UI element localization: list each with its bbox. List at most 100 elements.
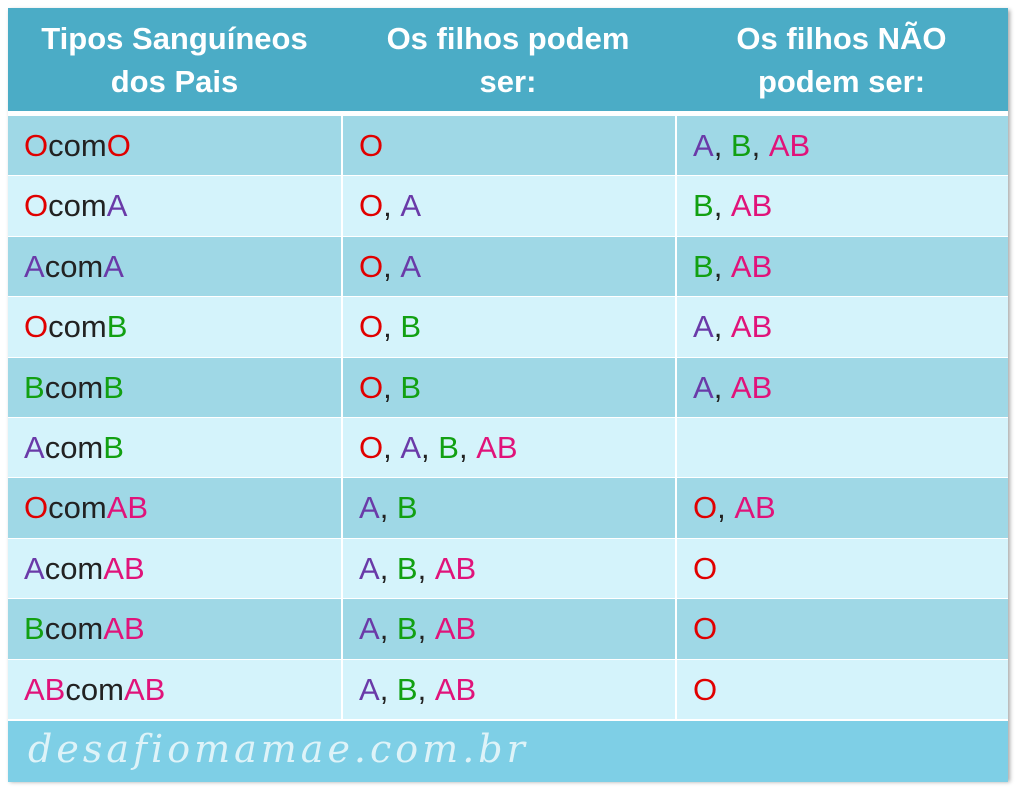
blood-type-a: A — [400, 188, 422, 224]
blood-type-ab: AB — [123, 671, 166, 707]
blood-type-ab: AB — [103, 550, 145, 586]
cell-cannot-be: O — [675, 659, 1008, 720]
blood-type-ab: AB — [434, 611, 477, 647]
blood-type-ab: AB — [730, 248, 773, 284]
connector-text: com — [44, 248, 104, 284]
table-row: A com AB A, B, AB O — [8, 537, 1008, 599]
connector-text: com — [65, 671, 124, 707]
separator: , — [713, 128, 731, 163]
blood-type-b: B — [730, 128, 752, 163]
blood-type-a: A — [359, 550, 380, 586]
connector-text: com — [44, 369, 104, 405]
connector-text: com — [48, 128, 107, 163]
blood-type-o: O — [106, 128, 131, 163]
blood-type-b: B — [396, 611, 418, 647]
cell-parents: AB com AB — [8, 660, 341, 720]
separator: , — [383, 309, 401, 345]
header-can-be-line1: Os filhos podem — [386, 20, 630, 56]
separator: , — [417, 611, 435, 647]
blood-type-o: O — [24, 490, 49, 526]
separator: , — [751, 128, 769, 163]
blood-type-a: A — [106, 188, 128, 224]
separator: , — [383, 248, 401, 284]
table-row: B com AB A, B, AB O — [8, 598, 1008, 660]
separator: , — [379, 490, 397, 526]
connector-text: com — [44, 550, 104, 586]
blood-type-ab: AB — [106, 490, 149, 526]
blood-type-a: A — [359, 490, 380, 526]
separator: , — [379, 671, 397, 707]
separator: , — [713, 369, 731, 405]
cell-can-be: A, B, AB — [341, 599, 675, 660]
cell-parents: B com B — [8, 358, 341, 418]
cell-parents: O com AB — [8, 478, 341, 538]
cell-can-be: O, B — [341, 357, 675, 418]
blood-type-ab: AB — [434, 550, 477, 586]
cell-parents: O com O — [8, 116, 341, 176]
connector-text: com — [44, 430, 104, 465]
blood-type-a: A — [24, 550, 45, 586]
blood-type-a: A — [693, 128, 714, 163]
blood-type-o: O — [359, 188, 384, 224]
cell-can-be: O, B — [341, 297, 675, 358]
blood-type-b: B — [24, 369, 45, 405]
connector-text: com — [44, 611, 104, 647]
blood-type-b: B — [438, 430, 459, 465]
header-parents: Tipos Sanguíneos dos Pais — [8, 8, 341, 111]
blood-type-ab: AB — [476, 430, 518, 465]
separator: , — [417, 671, 435, 707]
connector-text: com — [48, 188, 107, 224]
separator: , — [713, 309, 731, 345]
table-footer: desafiomamae.com.br — [8, 719, 1008, 782]
blood-type-a: A — [24, 248, 45, 284]
blood-type-ab: AB — [103, 611, 145, 647]
blood-type-b: B — [24, 611, 45, 647]
blood-type-o: O — [359, 430, 384, 465]
blood-type-ab: AB — [434, 671, 477, 707]
cell-can-be: O, A — [341, 236, 675, 297]
separator: , — [713, 248, 731, 284]
blood-type-o: O — [359, 309, 384, 345]
blood-type-o: O — [693, 550, 718, 586]
blood-type-b: B — [103, 369, 124, 405]
blood-type-b: B — [400, 369, 422, 405]
cell-parents: B com AB — [8, 599, 341, 659]
blood-type-a: A — [359, 611, 380, 647]
header-parents-line1: Tipos Sanguíneos — [41, 20, 308, 56]
cell-can-be: A, B, AB — [341, 659, 675, 720]
blood-type-b: B — [693, 188, 714, 224]
blood-type-o: O — [693, 611, 718, 647]
cell-cannot-be: A, AB — [675, 297, 1008, 358]
separator: , — [383, 430, 401, 465]
separator: , — [458, 430, 477, 465]
blood-type-a: A — [693, 369, 714, 405]
separator: , — [417, 550, 435, 586]
blood-type-b: B — [400, 309, 422, 345]
header-can-be: Os filhos podem ser: — [341, 8, 675, 111]
connector-text: com — [48, 309, 107, 345]
separator: , — [383, 369, 401, 405]
cell-can-be: O, A, B, AB — [341, 418, 675, 478]
blood-type-b: B — [693, 248, 714, 284]
cell-can-be: O — [341, 116, 675, 176]
cell-cannot-be: O, AB — [675, 478, 1008, 539]
separator: , — [379, 550, 397, 586]
blood-type-a: A — [400, 248, 422, 284]
cell-cannot-be: B, AB — [675, 236, 1008, 297]
cell-cannot-be: O — [675, 538, 1008, 599]
blood-type-o: O — [24, 309, 49, 345]
cell-cannot-be: B, AB — [675, 176, 1008, 237]
blood-type-a: A — [693, 309, 714, 345]
header-cannot-be-line2: podem ser: — [757, 63, 926, 99]
blood-type-o: O — [24, 128, 49, 163]
blood-type-ab: AB — [768, 128, 811, 163]
separator: , — [717, 490, 735, 526]
blood-type-o: O — [359, 248, 384, 284]
blood-type-o: O — [359, 369, 384, 405]
